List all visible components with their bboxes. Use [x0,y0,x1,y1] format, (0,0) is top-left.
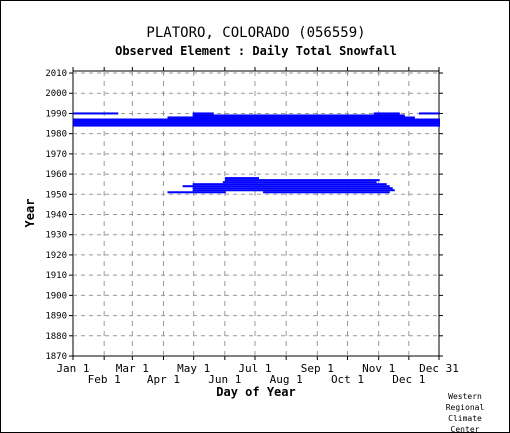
y-tick-label: 1970 [45,150,67,160]
coverage-series [73,112,441,194]
x-tick-label: Aug 1 [270,373,303,386]
chart-subtitle: Observed Element : Daily Total Snowfall [115,44,397,58]
coverage-segment [73,118,441,121]
coverage-segment [263,191,390,194]
y-tick-label: 1960 [45,170,67,180]
y-tick-label: 1940 [45,211,67,221]
x-tick-label: Sep 1 [301,362,334,375]
wrcc-credit: Western Regional Climate Center [435,391,495,433]
y-tick-label: 1980 [45,130,67,140]
x-tick-label: Mar 1 [116,362,149,375]
x-tick-label: Apr 1 [147,373,180,386]
coverage-segment [73,120,441,123]
x-axis-title: Day of Year [216,385,295,399]
coverage-segment [167,116,415,119]
x-tick-label: Feb 1 [88,373,121,386]
y-tick-label: 1880 [45,332,67,342]
coverage-segment [192,183,387,186]
y-tick-label: 1890 [45,312,67,322]
coverage-segment [73,112,119,115]
x-tick-label: Jul 1 [238,362,271,375]
y-tick-label: 1910 [45,271,67,281]
coverage-segment [224,179,380,182]
x-tick-label: Oct 1 [331,373,364,386]
y-tick-label: 1900 [45,291,67,301]
x-tick-label: Dec 1 [392,373,425,386]
x-tick-label: Dec 31 [419,362,459,375]
y-tick-label: 1930 [45,231,67,241]
y-axis-title: Year [23,199,37,228]
coverage-segment [222,181,377,184]
coverage-segment [192,189,395,192]
credit-line: Climate [448,414,482,423]
coverage-segment [373,112,400,115]
x-tick-label: May 1 [177,362,210,375]
coverage-segment [192,114,405,117]
axis-ticks: 1870 1880 1890 1900 1910 1920 1930 1940 1950 1960… [45,67,459,386]
y-tick-label: 2010 [45,69,67,79]
credit-line: Regional [445,403,485,412]
coverage-segment [182,185,390,188]
coverage-segment [224,177,260,180]
x-tick-label: Jun 1 [208,373,241,386]
coverage-segment [192,187,393,190]
y-tick-label: 1950 [45,190,67,200]
coverage-segment [167,191,226,194]
coverage-segment [73,122,441,125]
credit-line: Western [448,392,482,401]
x-tick-label: Jan 1 [56,362,89,375]
coverage-segment [192,112,214,115]
y-tick-label: 1990 [45,109,67,119]
x-tick-label: Nov 1 [362,362,395,375]
y-tick-label: 1920 [45,251,67,261]
coverage-segment [418,112,441,115]
coverage-segment [73,124,441,127]
credit-line: Center [450,425,480,433]
y-tick-label: 1870 [45,352,67,362]
chart-title: PLATORO, COLORADO (056559) [146,25,366,41]
y-tick-label: 2000 [45,89,67,99]
grid-lines [73,71,439,356]
